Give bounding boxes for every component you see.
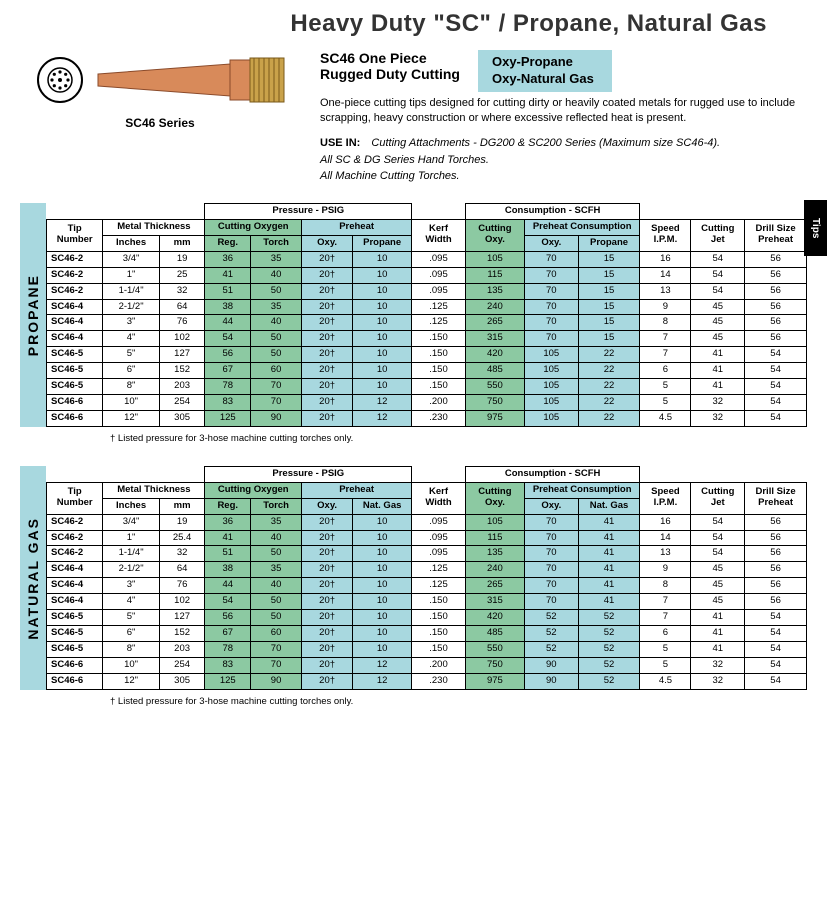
hdr-pgas: Propane (353, 235, 412, 251)
table-row: SC46-21-1/4"32515020†10.0951357015135456 (47, 283, 807, 299)
table-row: SC46-55"127565020†10.150420525274154 (47, 610, 807, 626)
table-row: SC46-43"76444020†10.125265701584556 (47, 315, 807, 331)
hdr-inches: Inches (103, 235, 159, 251)
hdr-speed: SpeedI.P.M. (640, 219, 691, 251)
side-tab-tips: Tips (804, 200, 827, 256)
page-title: Heavy Duty "SC" / Propane, Natural Gas (20, 10, 807, 38)
spec-table: Pressure - PSIG Consumption - SCFH Tip Num… (46, 466, 807, 690)
table-gas-label: NATURAL GAS (20, 466, 46, 690)
hdr-consumption: Consumption - SCFH (465, 466, 640, 482)
series-label: SC46 Series (20, 116, 300, 130)
table-block: NATURAL GAS Pressure - PSIG Consumption - … (20, 466, 807, 690)
hdr-drill: Drill SizePreheat (745, 219, 807, 251)
table-footnote: † Listed pressure for 3-hose machine cut… (110, 433, 807, 444)
table-gas-label: PROPANE (20, 203, 46, 427)
hdr-phgas: Nat. Gas (578, 498, 640, 514)
table-row: SC46-58"203787020†10.1505501052254154 (47, 379, 807, 395)
table-row: SC46-610"254837020†12.2007501052253254 (47, 395, 807, 411)
table-row: SC46-21"25414020†10.0951157015145456 (47, 267, 807, 283)
hdr-metal: Metal Thickness (103, 482, 205, 498)
table-block: PROPANE Pressure - PSIG Consumption - SCFH… (20, 203, 807, 427)
table-row: SC46-56"152676020†10.150485525264154 (47, 626, 807, 642)
table-row: SC46-610"254837020†12.200750905253254 (47, 657, 807, 673)
hdr-cutoxy: Cutting Oxygen (205, 482, 302, 498)
hdr-pgas: Nat. Gas (353, 498, 412, 514)
hdr-inches: Inches (103, 498, 159, 514)
table-row: SC46-43"76444020†10.125265704184556 (47, 578, 807, 594)
table-row: SC46-58"203787020†10.150550525254154 (47, 642, 807, 658)
intro-heading-1: SC46 One Piece (320, 50, 460, 66)
hdr-pressure: Pressure - PSIG (205, 203, 412, 219)
table-footnote: † Listed pressure for 3-hose machine cut… (110, 696, 807, 707)
hdr-metal: Metal Thickness (103, 219, 205, 235)
hdr-preheat: Preheat (302, 219, 412, 235)
hdr-phc: Preheat Consumption (524, 219, 640, 235)
hdr-speed: SpeedI.P.M. (640, 482, 691, 514)
hdr-jet: CuttingJet (691, 482, 745, 514)
hdr-tip: Tip Number (47, 482, 103, 514)
hdr-kerf: KerfWidth (412, 219, 466, 251)
gas-badge: Oxy-Propane Oxy-Natural Gas (478, 50, 612, 92)
table-row: SC46-21"25.4414020†10.0951157041145456 (47, 530, 807, 546)
hdr-phc: Preheat Consumption (524, 482, 640, 498)
hdr-kerf: KerfWidth (412, 482, 466, 514)
hdr-reg: Reg. (205, 235, 251, 251)
hdr-coxy: CuttingOxy. (465, 219, 524, 251)
hdr-mm: mm (159, 498, 205, 514)
intro-body: One-piece cutting tips designed for cutt… (320, 96, 807, 126)
use-in-text: Cutting Attachments - DG200 & SC200 Seri… (320, 137, 720, 182)
hdr-torch: Torch (251, 235, 302, 251)
intro-heading-2: Rugged Duty Cutting (320, 66, 460, 82)
hdr-torch: Torch (251, 498, 302, 514)
table-row: SC46-23/4"19363520†10.0951057015165456 (47, 251, 807, 267)
hdr-jet: CuttingJet (691, 219, 745, 251)
table-row: SC46-42-1/2"64383520†10.125240701594556 (47, 299, 807, 315)
table-row: SC46-44"102545020†10.150315701574556 (47, 331, 807, 347)
table-row: SC46-23/4"19363520†10.0951057041165456 (47, 514, 807, 530)
hdr-poxy: Oxy. (302, 235, 353, 251)
hdr-pressure: Pressure - PSIG (205, 466, 412, 482)
intro-section: SC46 Series SC46 One Piece Rugged Duty C… (20, 50, 807, 185)
hdr-poxy: Oxy. (302, 498, 353, 514)
table-row: SC46-44"102545020†10.150315704174556 (47, 594, 807, 610)
table-row: SC46-56"152676020†10.1504851052264154 (47, 363, 807, 379)
hdr-phoxy: Oxy. (524, 235, 578, 251)
hdr-phoxy: Oxy. (524, 498, 578, 514)
hdr-tip: Tip Number (47, 219, 103, 251)
spec-table: Pressure - PSIG Consumption - SCFH Tip Num… (46, 203, 807, 427)
hdr-consumption: Consumption - SCFH (465, 203, 640, 219)
table-row: SC46-42-1/2"64383520†10.125240704194556 (47, 562, 807, 578)
use-in-label: USE IN: (320, 137, 360, 149)
hdr-drill: Drill SizePreheat (745, 482, 807, 514)
table-row: SC46-612"3051259020†12.23097590524.53254 (47, 673, 807, 689)
table-row: SC46-55"127565020†10.1504201052274154 (47, 347, 807, 363)
hdr-phgas: Propane (578, 235, 640, 251)
hdr-mm: mm (159, 235, 205, 251)
hdr-reg: Reg. (205, 498, 251, 514)
intro-text-block: SC46 One Piece Rugged Duty Cutting Oxy-P… (320, 50, 807, 185)
cutting-tip-icon (30, 50, 290, 110)
table-row: SC46-612"3051259020†12.230975105224.5325… (47, 410, 807, 426)
table-row: SC46-21-1/4"32515020†10.0951357041135456 (47, 546, 807, 562)
hdr-coxy: CuttingOxy. (465, 482, 524, 514)
hdr-preheat: Preheat (302, 482, 412, 498)
hdr-cutoxy: Cutting Oxygen (205, 219, 302, 235)
product-image-block: SC46 Series (20, 50, 300, 185)
